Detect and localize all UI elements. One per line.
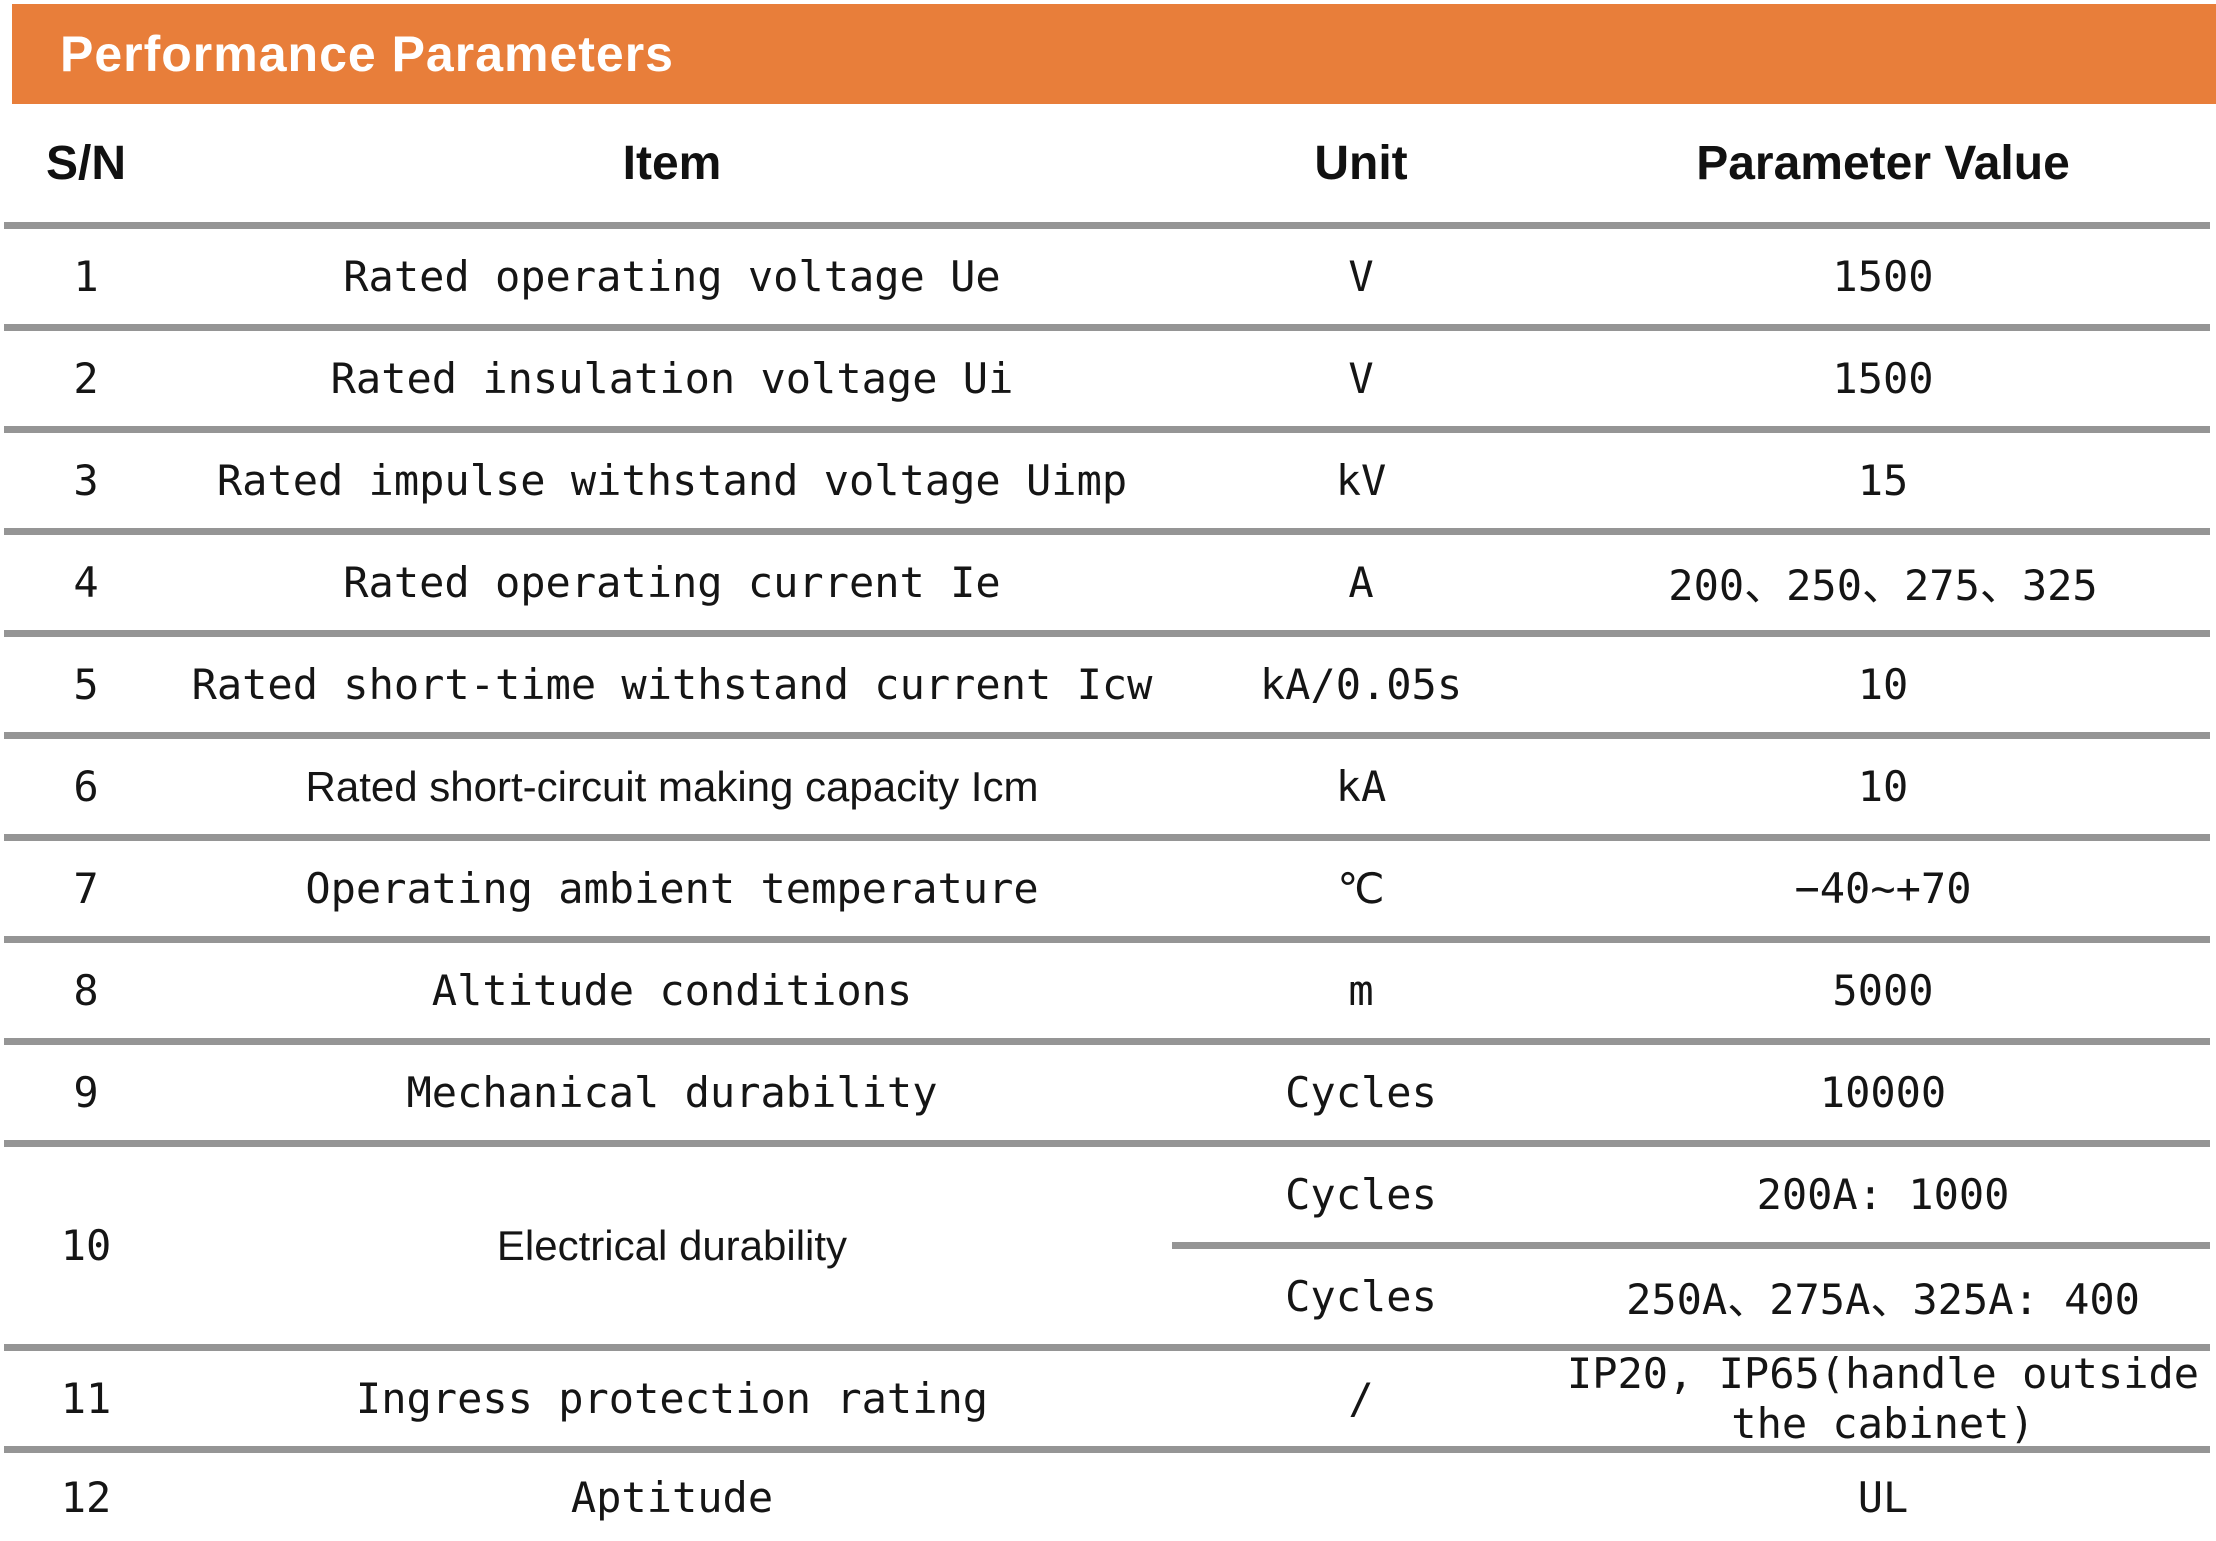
column-header-value: Parameter Value (1696, 136, 2070, 190)
value-cell: 10 (1857, 762, 1909, 811)
sn-cell: 8 (73, 966, 99, 1015)
item-cell: Rated operating current Ie (343, 558, 1001, 607)
sub-row-divider (1172, 1242, 2210, 1249)
subrow-group: Cycles 200A: 1000 Cycles 250A、275A、325A:… (1172, 1147, 2216, 1344)
table-row: 12 Aptitude UL (0, 1453, 2216, 1541)
row-divider (4, 426, 2210, 433)
unit-cell: V (1348, 252, 1374, 301)
item-cell: Rated operating voltage Ue (343, 252, 1001, 301)
table-row: 2 Rated insulation voltage Ui V 1500 (0, 331, 2216, 426)
sn-cell: 3 (73, 456, 99, 505)
sn-cell: 11 (60, 1374, 112, 1423)
row-divider (4, 1140, 2210, 1147)
column-header-unit: Unit (1314, 136, 1408, 190)
section-header-bar: Performance Parameters (12, 4, 2216, 104)
sn-cell: 5 (73, 660, 99, 709)
row-divider (4, 324, 2210, 331)
row-divider (4, 732, 2210, 739)
table-row: 6 Rated short-circuit making capacity Ic… (0, 739, 2216, 834)
sub-row: Cycles 200A: 1000 (1172, 1147, 2216, 1242)
sn-cell: 6 (73, 762, 99, 811)
table-row: 1 Rated operating voltage Ue V 1500 (0, 229, 2216, 324)
row-divider (4, 630, 2210, 637)
value-cell: −40~+70 (1794, 864, 1972, 913)
row-divider (4, 1344, 2210, 1351)
sn-cell: 4 (73, 558, 99, 607)
value-cell: UL (1857, 1472, 1909, 1522)
item-cell: Operating ambient temperature (305, 864, 1039, 913)
sn-cell: 7 (73, 864, 99, 913)
unit-cell: V (1348, 354, 1374, 403)
row-divider (4, 528, 2210, 535)
value-cell: 10 (1857, 660, 1909, 709)
unit-cell: Cycles (1285, 1272, 1437, 1321)
unit-cell: A (1348, 558, 1374, 607)
table-row: 8 Altitude conditions m 5000 (0, 943, 2216, 1038)
value-cell: 1500 (1832, 354, 1934, 403)
page-title: Performance Parameters (60, 26, 674, 82)
value-cell: 200A: 1000 (1756, 1170, 2010, 1219)
row-divider (4, 222, 2210, 229)
unit-cell: / (1348, 1374, 1374, 1423)
column-header-item: Item (622, 136, 722, 190)
value-cell: 250A、275A、325A: 400 (1626, 1275, 2140, 1324)
sn-cell: 2 (73, 354, 99, 403)
item-cell: Rated impulse withstand voltage Uimp (216, 456, 1128, 505)
table-row: 7 Operating ambient temperature ℃ −40~+7… (0, 841, 2216, 936)
value-cell: 10000 (1819, 1068, 1947, 1117)
value-cell: IP20, IP65(handle outside the cabinet) (1566, 1348, 2200, 1448)
item-cell: Mechanical durability (406, 1068, 938, 1117)
item-cell: Rated short-time withstand current Icw (191, 660, 1153, 709)
unit-cell: kA (1335, 762, 1387, 811)
sn-cell: 10 (60, 1221, 112, 1270)
table-row: 5 Rated short-time withstand current Icw… (0, 637, 2216, 732)
row-divider (4, 1446, 2210, 1453)
value-cell: 5000 (1832, 966, 1934, 1015)
unit-cell: m (1348, 966, 1374, 1015)
item-cell: Electrical durability (496, 1221, 848, 1269)
column-header-sn: S/N (45, 136, 126, 190)
item-cell: Aptitude (570, 1472, 774, 1522)
row-divider (4, 936, 2210, 943)
item-cell: Ingress protection rating (355, 1374, 989, 1423)
item-cell: Rated insulation voltage Ui (330, 354, 1014, 403)
table-row-electrical-durability: 10 Electrical durability Cycles 200A: 10… (0, 1147, 2216, 1344)
sn-cell: 12 (60, 1472, 112, 1522)
unit-cell: kA/0.05s (1259, 660, 1463, 709)
performance-parameters-table: S/N Item Unit Parameter Value 1 Rated op… (0, 104, 2216, 1541)
table-row: 4 Rated operating current Ie A 200、250、2… (0, 535, 2216, 630)
unit-cell: Cycles (1285, 1170, 1437, 1219)
item-cell: Altitude conditions (431, 966, 913, 1015)
table-header-row: S/N Item Unit Parameter Value (0, 104, 2216, 222)
unit-cell: Cycles (1285, 1068, 1437, 1117)
row-divider (4, 1038, 2210, 1045)
unit-cell: kV (1335, 456, 1387, 505)
table-row: 11 Ingress protection rating / IP20, IP6… (0, 1348, 2216, 1448)
value-cell: 200、250、275、325 (1668, 561, 2098, 610)
item-cell: Rated short-circuit making capacity Icm (305, 762, 1039, 810)
unit-cell: ℃ (1337, 864, 1385, 913)
table-row: 9 Mechanical durability Cycles 10000 (0, 1045, 2216, 1140)
value-cell: 15 (1857, 456, 1909, 505)
value-cell: 1500 (1832, 252, 1934, 301)
sn-cell: 1 (73, 252, 99, 301)
sn-cell: 9 (73, 1068, 99, 1117)
table-row: 3 Rated impulse withstand voltage Uimp k… (0, 433, 2216, 528)
row-divider (4, 834, 2210, 841)
sub-row: Cycles 250A、275A、325A: 400 (1172, 1249, 2216, 1344)
